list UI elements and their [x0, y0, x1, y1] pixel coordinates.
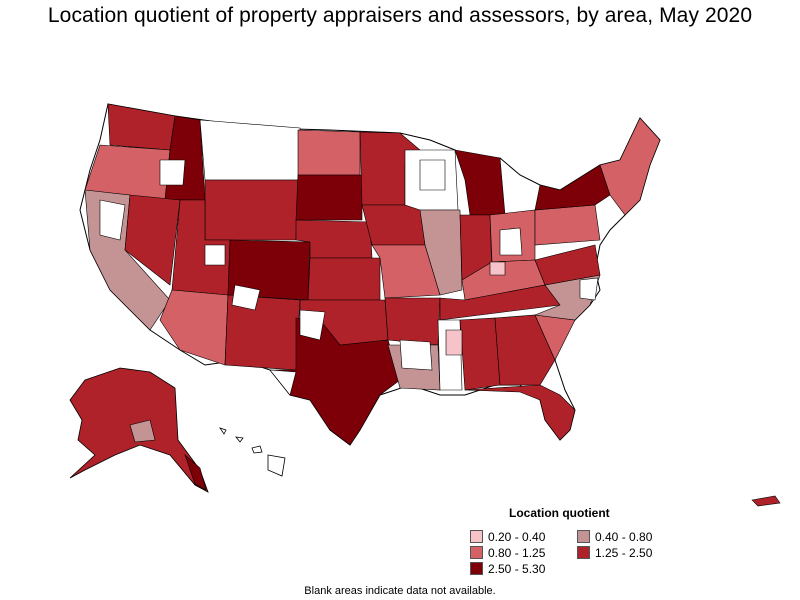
legend-label: 0.20 - 0.40 [488, 530, 546, 544]
region-virginia [534, 244, 601, 286]
hawaii-island [267, 454, 286, 477]
legend-item-4: 2.50 - 5.30 [470, 562, 545, 576]
region-washington [107, 103, 176, 151]
hawaii-island [235, 436, 244, 443]
no-data-area [399, 339, 433, 371]
region-wyoming [204, 179, 299, 241]
legend-label: 0.80 - 1.25 [488, 546, 546, 560]
legend-item-1: 0.40 - 0.80 [577, 530, 652, 544]
region-south-dakota [295, 174, 363, 221]
legend-swatch [577, 530, 590, 543]
hawaii [219, 427, 286, 477]
no-data-area [159, 159, 186, 186]
legend-swatch [470, 530, 483, 543]
legend-title: Location quotient [509, 506, 610, 520]
no-data-area [579, 277, 599, 301]
legend-item-2: 0.80 - 1.25 [470, 546, 545, 560]
legend-label: 1.25 - 2.50 [595, 546, 653, 560]
legend-item-0: 0.20 - 0.40 [470, 530, 545, 544]
region-nevada [124, 194, 181, 286]
region-pennsylvania [534, 204, 601, 246]
map-title: Location quotient of property appraisers… [47, 4, 753, 27]
no-data-area [269, 369, 297, 396]
region-arkansas [384, 297, 441, 346]
legend-item-3: 1.25 - 2.50 [577, 546, 652, 560]
region-illinois [419, 209, 463, 296]
map-regions [84, 103, 661, 446]
hawaii-island [251, 445, 263, 454]
legend-swatch [470, 546, 483, 559]
alaska-subregion [129, 419, 156, 443]
hawaii-island [219, 427, 227, 435]
lq-lowest-area [489, 261, 506, 276]
no-data-areas [99, 159, 599, 396]
light-areas [445, 261, 506, 356]
alaska-subregion [184, 454, 207, 491]
legend-swatch [470, 562, 483, 575]
lq-lowest-area [445, 329, 463, 356]
region-georgia [494, 314, 556, 386]
no-data-area [299, 309, 326, 341]
region-arizona [159, 289, 229, 366]
legend-swatch [577, 546, 590, 559]
no-data-area [204, 244, 226, 266]
no-data-area [231, 284, 261, 311]
region-iowa [361, 204, 426, 246]
region-kansas [307, 257, 381, 301]
region-florida [464, 384, 576, 441]
legend-label: 0.40 - 0.80 [595, 530, 653, 544]
region-alabama [459, 317, 501, 391]
footnote: Blank areas indicate data not available. [304, 585, 496, 597]
region-new-england [599, 117, 661, 216]
no-data-area [499, 227, 523, 256]
puerto-rico [751, 495, 781, 507]
no-data-area [419, 159, 446, 191]
region-missouri [371, 244, 441, 299]
region-new-mexico [224, 294, 301, 371]
region-montana [199, 119, 301, 181]
region-north-dakota [297, 129, 361, 176]
no-data-area [99, 199, 126, 241]
legend-label: 2.50 - 5.30 [488, 562, 546, 576]
